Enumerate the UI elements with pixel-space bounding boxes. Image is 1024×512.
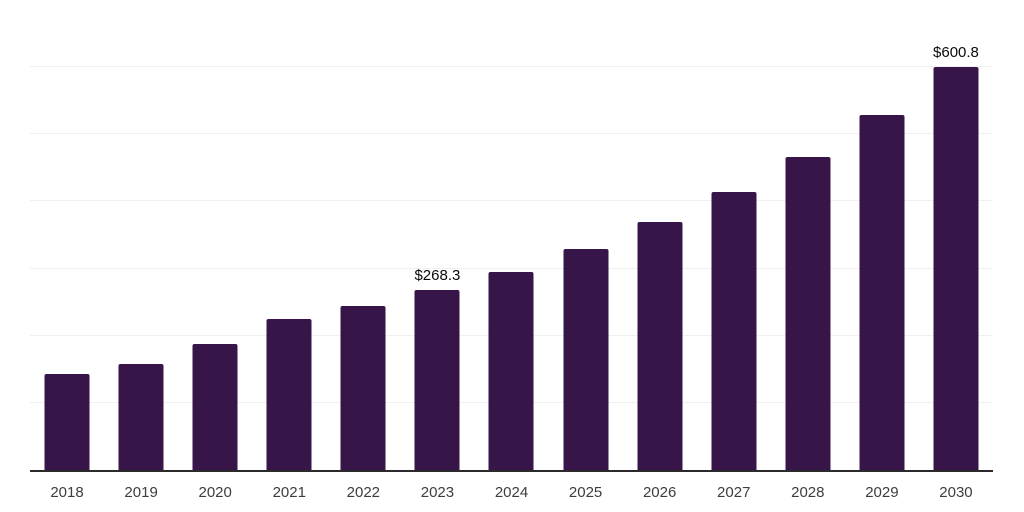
bar-band-2030: $600.8 — [919, 0, 993, 470]
bar-band-2021 — [252, 0, 326, 470]
x-tick-label-2023: 2023 — [420, 484, 455, 501]
bar-band-2024 — [474, 0, 548, 470]
bar-2028 — [785, 157, 831, 470]
x-tick-label-2025: 2025 — [568, 484, 603, 501]
bar-band-2020 — [178, 0, 252, 470]
bar-2030 — [933, 66, 979, 470]
bar-2018 — [44, 374, 90, 470]
x-axis-line — [30, 470, 993, 472]
bar-2024 — [488, 271, 534, 470]
bar-band-2018 — [30, 0, 104, 470]
gridline-500 — [30, 133, 993, 135]
x-tick-label-2018: 2018 — [50, 484, 84, 501]
bar-2027 — [711, 191, 757, 470]
bar-band-2022 — [326, 0, 400, 470]
x-tick-label-2020: 2020 — [198, 484, 232, 501]
x-tick-label-2028: 2028 — [791, 484, 825, 501]
bar-2023 — [414, 289, 460, 470]
x-tick-label-2027: 2027 — [717, 484, 751, 501]
bar-value-label-2023: $268.3 — [414, 266, 461, 284]
plot-area: $268.3 $600.8 — [30, 0, 993, 472]
bar-2025 — [563, 248, 609, 470]
bar-band-2025 — [549, 0, 623, 470]
bar-2021 — [266, 318, 312, 470]
gridline-300 — [30, 267, 993, 269]
bar-band-2026 — [623, 0, 697, 470]
bar-band-2027 — [697, 0, 771, 470]
x-axis-tick-labels: 2018 2019 2020 2021 2022 2023 2024 2025 2026 2027… — [30, 485, 993, 500]
bar-band-2028 — [771, 0, 845, 470]
x-tick-label-2029: 2029 — [865, 484, 899, 501]
bar-2020 — [192, 343, 238, 470]
x-tick-label-2030: 2030 — [939, 484, 973, 501]
bar-2026 — [637, 222, 683, 470]
x-tick-label-2021: 2021 — [272, 484, 306, 501]
bar-band-2023: $268.3 — [400, 0, 474, 470]
bar-value-label-2030: $600.8 — [933, 43, 979, 61]
gridline-400 — [30, 200, 993, 202]
x-tick-label-2024: 2024 — [494, 484, 529, 501]
bar-band-2029 — [845, 0, 919, 470]
x-tick-label-2026: 2026 — [642, 484, 677, 501]
gridline-600 — [30, 66, 993, 68]
bar-band-2019 — [104, 0, 178, 470]
x-tick-label-2022: 2022 — [346, 484, 381, 501]
x-tick-label-2019: 2019 — [124, 484, 158, 501]
bar-2019 — [118, 363, 164, 470]
bar-2029 — [859, 115, 905, 470]
bar-2022 — [340, 306, 386, 470]
